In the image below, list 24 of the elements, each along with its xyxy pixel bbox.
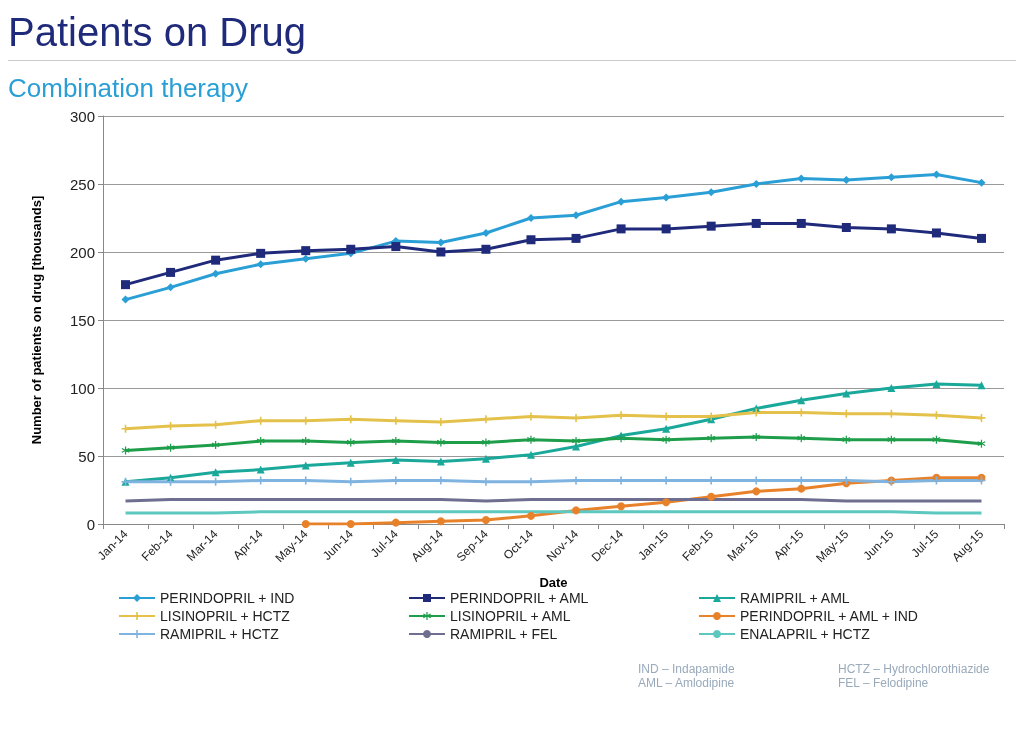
legend-label: PERINDOPRIL + AML <box>450 590 589 606</box>
legend-label: RAMIPRIL + AML <box>740 590 850 606</box>
text: AML – Amlodipine <box>638 676 736 690</box>
text: FEL – Felodipine <box>838 676 930 690</box>
legend-label: PERINDOPRIL + IND <box>160 590 295 606</box>
y-tick-label: 300 <box>69 107 95 125</box>
y-tick-label: 150 <box>69 311 95 329</box>
text: IND – Indapamide <box>638 662 736 676</box>
legend-label: RAMIPRIL + HCTZ <box>160 626 280 642</box>
legend-label: LISINOPRIL + HCTZ <box>160 608 291 624</box>
legend-label: ENALAPRIL + HCTZ <box>740 626 871 642</box>
chart-subtitle: Combination therapy <box>8 73 249 104</box>
y-tick-label: 250 <box>69 175 95 193</box>
legend-label: LISINOPRIL + AML <box>450 608 571 624</box>
y-tick-label: 50 <box>78 447 95 465</box>
y-tick-label: 200 <box>69 243 95 261</box>
chart-title: Patients on Drug <box>8 8 1016 61</box>
x-axis-title: Date <box>539 575 568 590</box>
y-tick-label: 0 <box>86 515 95 533</box>
y-axis-title: Number of patients on drug [thousands] <box>29 195 44 445</box>
legend-label: RAMIPRIL + FEL <box>450 626 558 642</box>
text: HCTZ – Hydrochlorothiazide <box>838 662 991 676</box>
legend-label: PERINDOPRIL + AML + IND <box>740 608 918 624</box>
y-tick-label: 100 <box>69 379 95 397</box>
